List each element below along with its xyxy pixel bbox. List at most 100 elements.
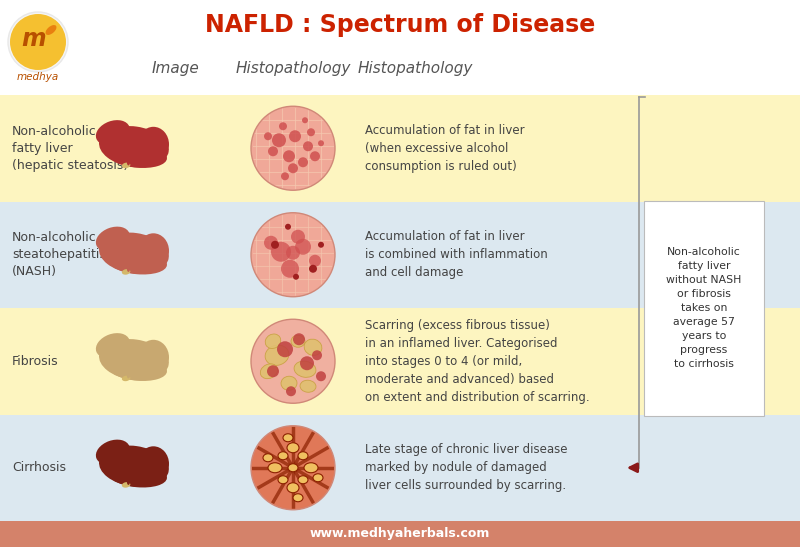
Circle shape [288,163,298,173]
Text: Image: Image [151,61,199,75]
Ellipse shape [99,445,169,487]
Ellipse shape [127,372,130,379]
Ellipse shape [287,483,299,493]
Ellipse shape [304,339,322,356]
Ellipse shape [298,476,308,484]
Circle shape [285,224,291,230]
Circle shape [268,146,278,156]
Ellipse shape [260,364,278,379]
Ellipse shape [96,333,130,358]
Ellipse shape [138,340,169,375]
Ellipse shape [127,479,130,485]
Text: Histopathology: Histopathology [358,61,473,75]
Circle shape [10,14,66,70]
Ellipse shape [96,226,130,252]
Text: Non-alcoholic
fatty liver
without NASH
or fibrosis
takes on
average 57
years to
: Non-alcoholic fatty liver without NASH o… [666,247,742,369]
Ellipse shape [138,127,169,162]
Ellipse shape [99,126,169,167]
Circle shape [251,213,335,297]
Text: www.medhyaherbals.com: www.medhyaherbals.com [310,527,490,540]
Circle shape [277,341,293,357]
Circle shape [281,172,289,181]
Ellipse shape [288,464,298,472]
Text: Non-alcoholic
steatohepatitis
(NASH): Non-alcoholic steatohepatitis (NASH) [12,231,106,278]
Text: Histopathology: Histopathology [235,61,350,75]
Ellipse shape [278,452,288,459]
Ellipse shape [138,234,169,269]
Bar [0,521,800,547]
Circle shape [289,130,301,142]
Circle shape [251,319,335,403]
Circle shape [8,12,68,72]
Circle shape [293,333,305,345]
Circle shape [286,386,296,396]
Circle shape [318,242,324,248]
Ellipse shape [122,162,130,168]
Bar [0,415,800,521]
Circle shape [267,365,279,377]
Text: Accumulation of fat in liver
is combined with inflammation
and cell damage: Accumulation of fat in liver is combined… [365,230,548,280]
Circle shape [264,236,278,250]
Bar [0,201,800,308]
Ellipse shape [283,434,293,442]
Ellipse shape [294,361,316,377]
FancyBboxPatch shape [644,201,764,416]
Text: NAFLD : Spectrum of Disease: NAFLD : Spectrum of Disease [205,13,595,37]
Circle shape [298,157,308,167]
Ellipse shape [291,335,305,347]
Circle shape [309,265,317,273]
Text: Non-alcoholic
fatty liver
(hepatic steatosis): Non-alcoholic fatty liver (hepatic steat… [12,125,128,172]
Ellipse shape [298,452,308,459]
Text: Late stage of chronic liver disease
marked by nodule of damaged
liver cells surr: Late stage of chronic liver disease mark… [365,443,567,492]
Ellipse shape [138,446,169,481]
Bar [0,95,800,201]
Text: Accumulation of fat in liver
(when excessive alcohol
consumption is ruled out): Accumulation of fat in liver (when exces… [365,124,525,173]
Ellipse shape [127,266,130,272]
Ellipse shape [300,380,316,392]
Bar [0,308,800,415]
Ellipse shape [304,463,318,473]
Ellipse shape [293,494,303,502]
Circle shape [271,241,279,249]
Circle shape [307,128,315,136]
Ellipse shape [99,232,169,274]
Text: m: m [22,27,46,51]
Ellipse shape [263,454,273,462]
Circle shape [303,141,313,152]
Circle shape [300,356,314,370]
Ellipse shape [281,376,297,390]
Circle shape [279,122,287,130]
Circle shape [272,133,286,147]
Ellipse shape [122,482,130,488]
Ellipse shape [109,357,167,381]
Circle shape [281,260,299,278]
Ellipse shape [109,464,167,487]
Text: Cirrhosis: Cirrhosis [12,461,66,474]
Circle shape [271,242,291,262]
Circle shape [295,238,311,255]
Circle shape [264,132,272,140]
Ellipse shape [278,476,288,484]
Ellipse shape [46,25,57,35]
Circle shape [318,140,324,146]
Text: Fibrosis: Fibrosis [12,355,58,368]
Ellipse shape [122,376,130,381]
Ellipse shape [122,269,130,275]
Text: Scarring (excess fibrous tissue)
in an inflamed liver. Categorised
into stages 0: Scarring (excess fibrous tissue) in an i… [365,319,590,404]
Circle shape [309,255,321,267]
Ellipse shape [313,474,323,482]
Circle shape [283,150,295,162]
Circle shape [316,371,326,381]
Ellipse shape [266,334,281,348]
Circle shape [293,274,299,280]
Circle shape [312,350,322,360]
Circle shape [251,426,335,510]
Ellipse shape [109,251,167,275]
Circle shape [310,152,320,161]
Circle shape [302,117,308,123]
Circle shape [251,106,335,190]
Ellipse shape [265,345,289,365]
Ellipse shape [127,159,130,165]
Ellipse shape [96,440,130,464]
Ellipse shape [287,443,299,453]
